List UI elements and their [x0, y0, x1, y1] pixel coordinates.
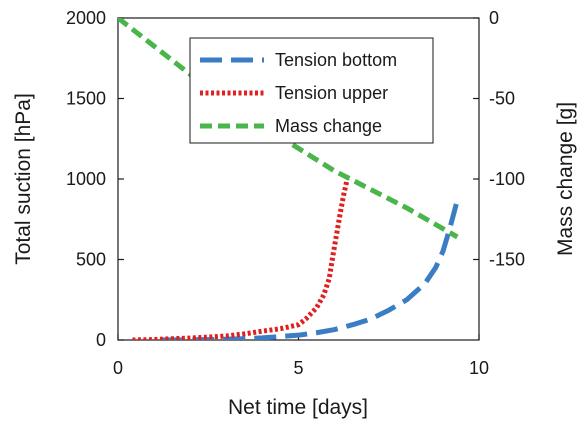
ticks-layer: 0 5 10 0 500 1000 1500 2000 -150 -100 -50 0 [66, 8, 525, 378]
y-left-tick-label: 2000 [66, 8, 106, 28]
y-left-tick-label: 1000 [66, 169, 106, 189]
series-line-tension-bottom [161, 199, 460, 340]
y-right-tick-label: -150 [489, 250, 525, 270]
x-tick-label: 10 [469, 358, 489, 378]
x-axis-label: Net time [days] [228, 396, 368, 419]
y-right-tick-label: -50 [489, 89, 515, 109]
legend-label-tension-upper: Tension upper [275, 83, 388, 103]
legend-label-mass-change: Mass change [275, 116, 382, 136]
y-axis-right-label: Mass change [g] [554, 102, 577, 256]
series-line-mass-change [118, 18, 459, 240]
y-left-tick-label: 0 [96, 330, 106, 350]
y-left-tick-label: 1500 [66, 89, 106, 109]
series-line-tension-upper [132, 178, 350, 340]
x-tick-label: 0 [113, 358, 123, 378]
x-tick-label: 5 [293, 358, 303, 378]
y-right-tick-label: -100 [489, 169, 525, 189]
y-right-tick-label: 0 [489, 8, 499, 28]
y-left-tick-label: 500 [76, 250, 106, 270]
y-axis-left-label: Total suction [hPa] [12, 93, 35, 265]
legend: Tension bottom Tension upper Mass change [189, 37, 434, 144]
legend-label-tension-bottom: Tension bottom [275, 50, 397, 70]
series-layer [118, 18, 460, 340]
